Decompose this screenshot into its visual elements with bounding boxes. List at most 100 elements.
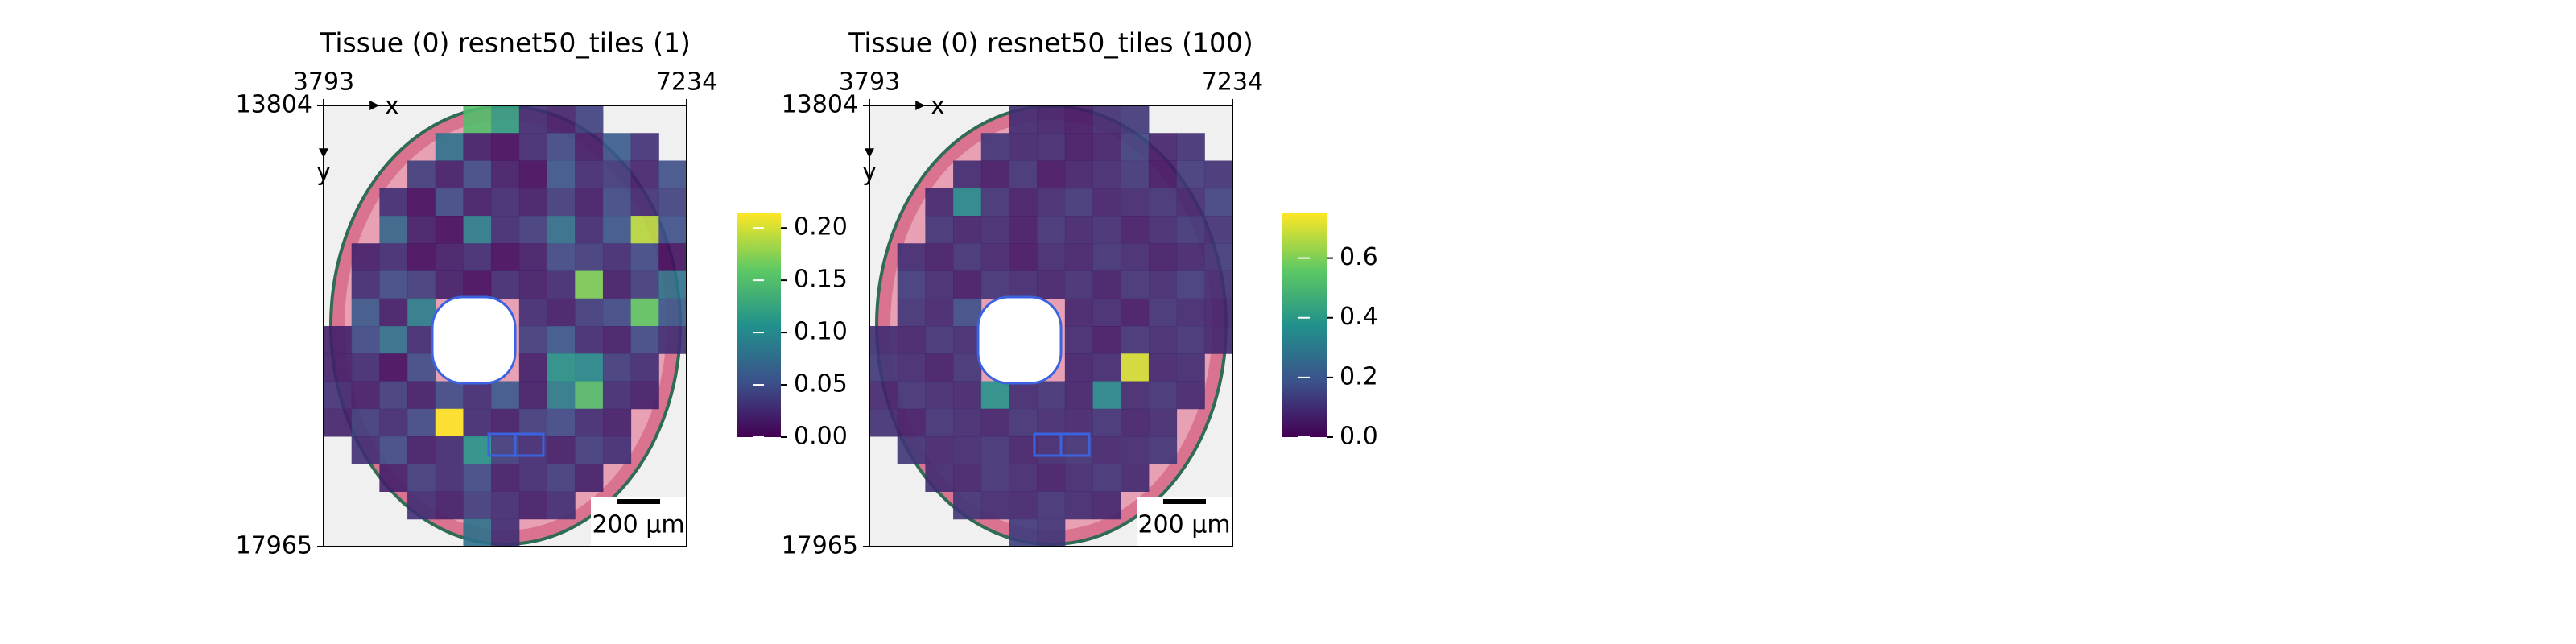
annotation-box xyxy=(1059,432,1091,457)
colorbar-tick-label: 0.6 xyxy=(1340,243,1378,271)
tile xyxy=(547,270,576,299)
tile xyxy=(1064,133,1094,161)
tile xyxy=(351,408,380,437)
tile xyxy=(980,270,1009,299)
tile xyxy=(379,216,408,244)
tile xyxy=(602,243,632,271)
tile xyxy=(491,188,520,217)
tile xyxy=(658,216,687,244)
tile xyxy=(1009,491,1038,520)
tile xyxy=(1009,408,1038,437)
tile xyxy=(1064,160,1094,189)
tile xyxy=(1176,270,1205,299)
tile xyxy=(463,133,492,161)
tile xyxy=(925,436,954,464)
tile xyxy=(980,408,1009,437)
tile xyxy=(1121,298,1150,327)
tile xyxy=(630,188,659,217)
tile xyxy=(602,216,632,244)
tile xyxy=(518,188,548,217)
tile xyxy=(547,216,576,244)
tile xyxy=(1204,243,1233,271)
scale-bar-label: 200 µm xyxy=(592,511,684,539)
tile xyxy=(658,160,687,189)
tile xyxy=(491,518,520,547)
tile xyxy=(324,408,353,437)
tile xyxy=(630,298,659,327)
tile xyxy=(463,105,492,134)
tile xyxy=(518,105,548,134)
tile xyxy=(1204,298,1233,327)
tile xyxy=(407,216,436,244)
tile xyxy=(869,408,898,437)
tile xyxy=(1037,216,1066,244)
tile xyxy=(980,243,1009,271)
tile xyxy=(630,160,659,189)
tile xyxy=(547,436,576,464)
tile xyxy=(1121,243,1150,271)
tile xyxy=(953,353,982,382)
y-tick-label: 17965 xyxy=(236,532,312,560)
tile xyxy=(1009,133,1038,161)
tile xyxy=(1092,408,1121,437)
tile xyxy=(547,491,576,520)
tile xyxy=(1064,381,1094,410)
tile xyxy=(1037,518,1066,547)
y-axis-label: y xyxy=(316,159,331,187)
axes-frame xyxy=(323,105,687,547)
chart-title: Tissue (0) resnet50_tiles (1) xyxy=(319,27,691,59)
tile xyxy=(1148,381,1178,410)
tile xyxy=(953,243,982,271)
tile xyxy=(1092,243,1121,271)
tile xyxy=(379,188,408,217)
tile xyxy=(463,464,492,492)
tile xyxy=(518,298,548,327)
hole xyxy=(431,295,517,385)
tile xyxy=(491,408,520,437)
tile xyxy=(463,491,492,520)
tile xyxy=(630,216,659,244)
tile xyxy=(379,270,408,299)
tile xyxy=(518,216,548,244)
tile xyxy=(1064,270,1094,299)
tile xyxy=(1037,243,1066,271)
tile xyxy=(953,381,982,410)
tile xyxy=(1148,188,1178,217)
tile xyxy=(658,188,687,217)
x-tick-label: 7234 xyxy=(1202,68,1263,97)
tile xyxy=(379,353,408,382)
tile xyxy=(1092,381,1121,410)
tile xyxy=(463,270,492,299)
tile xyxy=(897,353,926,382)
tile xyxy=(897,243,926,271)
tile xyxy=(435,160,464,189)
tile xyxy=(1176,216,1205,244)
tile xyxy=(379,408,408,437)
tile xyxy=(1204,160,1233,189)
tile xyxy=(491,105,520,134)
tile xyxy=(1176,353,1205,382)
tile xyxy=(547,105,576,134)
tile xyxy=(1037,464,1066,492)
x-tick-label: 3793 xyxy=(839,68,900,97)
tile xyxy=(435,188,464,217)
tile xyxy=(1064,243,1094,271)
tile xyxy=(1092,298,1121,327)
tile xyxy=(547,464,576,492)
tile xyxy=(1176,326,1205,354)
tile xyxy=(602,188,632,217)
tile xyxy=(1121,105,1150,134)
tile xyxy=(1064,408,1094,437)
tile xyxy=(1064,491,1094,520)
tile xyxy=(953,436,982,464)
tile xyxy=(463,243,492,271)
tile xyxy=(1092,270,1121,299)
tile xyxy=(1009,381,1038,410)
tile xyxy=(1064,326,1094,354)
tile xyxy=(1176,188,1205,217)
tile xyxy=(1009,160,1038,189)
tile xyxy=(547,188,576,217)
tile xyxy=(1121,464,1150,492)
colorbar-tick-label: 0.05 xyxy=(794,370,848,398)
tile xyxy=(518,408,548,437)
